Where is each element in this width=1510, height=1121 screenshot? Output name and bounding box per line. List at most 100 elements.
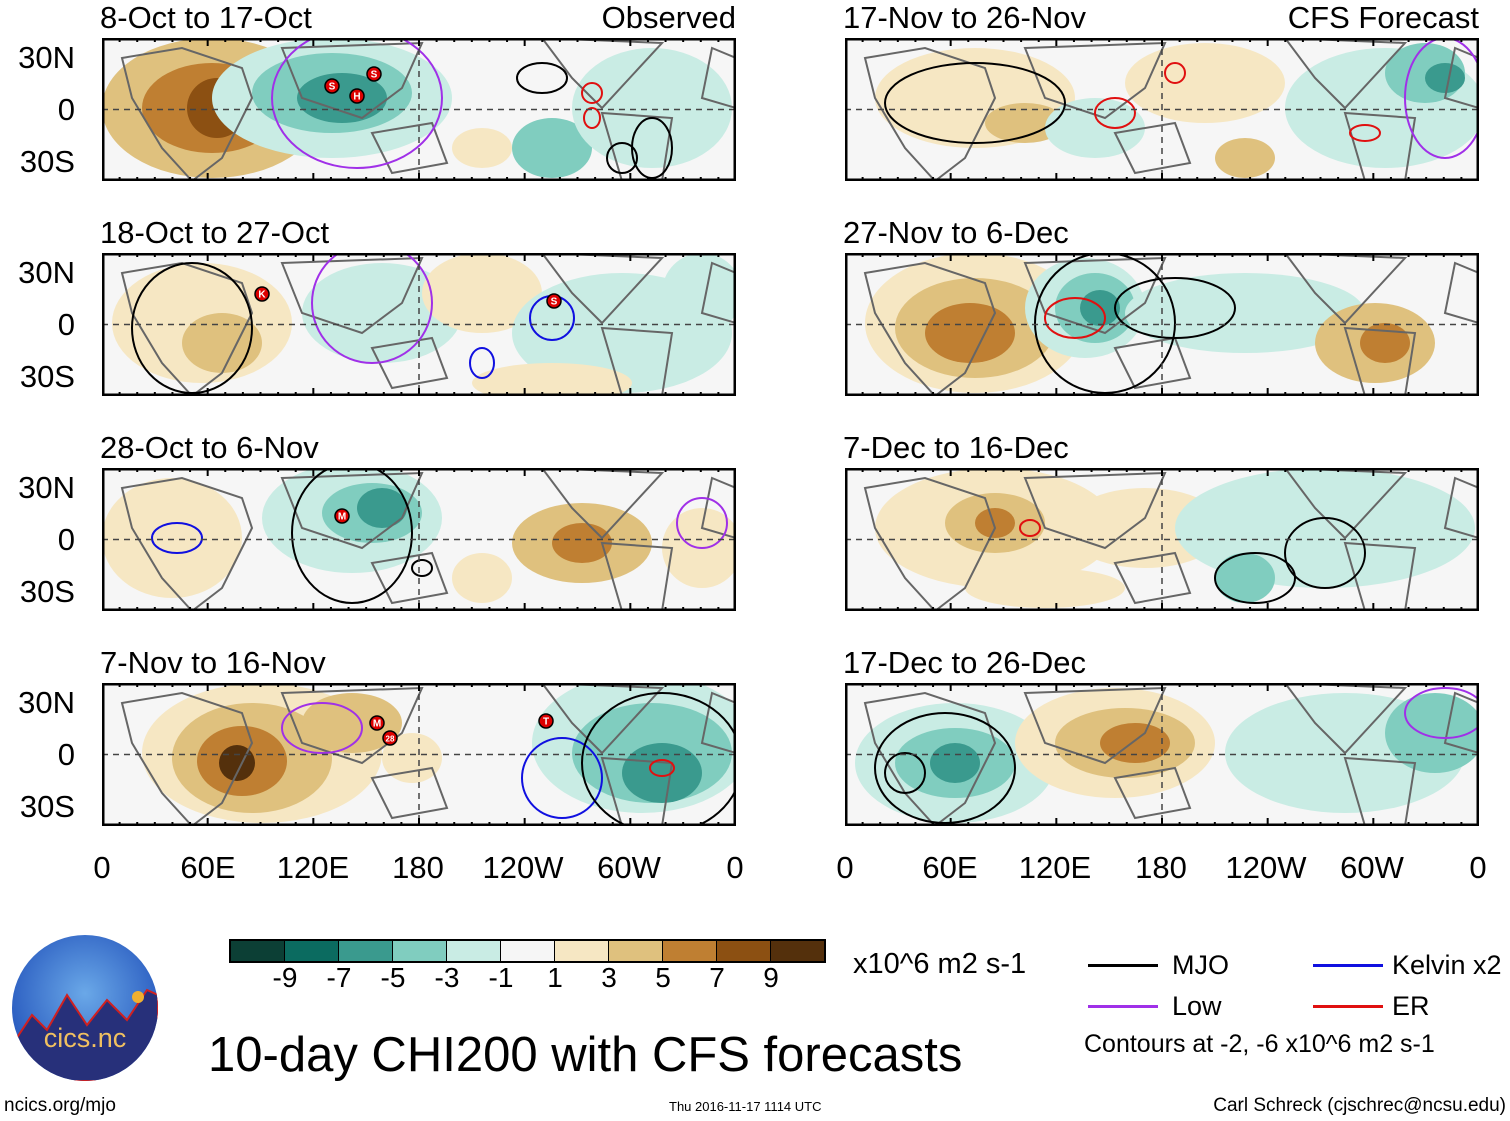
- storm-label: K: [258, 290, 266, 301]
- coastline: [1113, 121, 1192, 175]
- panel-source-label: CFS Forecast: [1287, 0, 1479, 35]
- lat-label: 30S: [19, 359, 75, 394]
- wave-contour: [516, 62, 568, 94]
- coastline: [863, 261, 997, 398]
- lon-label: 180: [1135, 850, 1187, 885]
- anomaly-shading: [422, 253, 542, 333]
- colorbar-label: -1: [488, 962, 514, 993]
- anomaly-shading: [472, 363, 632, 403]
- anomaly-shading: [302, 263, 462, 363]
- anomaly-shading: [622, 743, 702, 803]
- colorbar-label: 1: [547, 962, 563, 993]
- anomaly-shading: [452, 553, 512, 603]
- coastline: [863, 691, 997, 828]
- footer-link[interactable]: ncics.org/mjo: [4, 1095, 116, 1116]
- panel-title: 17-Nov to 26-Nov: [843, 0, 1086, 35]
- anomaly-shading: [182, 313, 262, 373]
- map-panel: M 28 T: [101, 673, 752, 834]
- panel-title: 28-Oct to 6-Nov: [100, 430, 319, 465]
- chi200-map: [844, 251, 1480, 398]
- anomaly-shading: [1045, 98, 1145, 158]
- coastline: [863, 476, 997, 613]
- coastline: [1282, 251, 1408, 325]
- anomaly-shading: [1385, 693, 1485, 773]
- colorbar-swatch: [501, 941, 555, 961]
- wave-contour: [1019, 519, 1041, 537]
- colorbar-swatch: [771, 941, 824, 961]
- coastline: [1023, 471, 1167, 550]
- chi200-map: M 28 T: [101, 673, 752, 834]
- legend-swatch-kelvin: [1313, 964, 1383, 967]
- anomaly-shading: [382, 733, 442, 783]
- anomaly-shading: [219, 745, 255, 781]
- colorbar-swatch: [717, 941, 771, 961]
- colorbar-swatch: [663, 941, 717, 961]
- colorbar-units: x10^6 m2 s-1: [853, 948, 1027, 980]
- legend-label: Low: [1172, 991, 1222, 1021]
- wave-contour: [884, 752, 926, 794]
- coastline: [370, 551, 449, 605]
- chi200-map: [844, 681, 1486, 828]
- tropical-cyclone-icon: H: [349, 88, 365, 104]
- lon-label: 60E: [180, 850, 236, 885]
- storm-label: S: [329, 82, 336, 93]
- anomaly-shading: [925, 303, 1015, 363]
- anomaly-shading: [1360, 323, 1410, 363]
- lon-label: 0: [1469, 850, 1487, 885]
- wave-contour: [676, 497, 728, 549]
- wave-contour: [581, 82, 603, 104]
- contour-note: Contours at -2, -6 x10^6 m2 s-1: [1084, 1030, 1435, 1058]
- chi200-map: M: [101, 462, 742, 613]
- panel-source-label: Observed: [601, 0, 736, 35]
- wave-contour: [583, 107, 601, 129]
- logo-mountains-icon: [12, 988, 158, 1081]
- wave-contour: [1094, 97, 1136, 129]
- map-panel: M: [101, 462, 742, 613]
- storm-label: 28: [386, 735, 395, 744]
- lon-label: 120E: [1018, 850, 1092, 885]
- lon-label: 120W: [482, 850, 564, 885]
- map-panel: [844, 251, 1480, 398]
- cics-logo: cics.nc: [12, 935, 158, 1081]
- storm-label: T: [543, 717, 549, 728]
- coastline: [370, 766, 449, 820]
- logo-text: cics.nc: [43, 1023, 127, 1053]
- legend-swatch-er: [1313, 1005, 1383, 1008]
- wave-contour: [469, 347, 495, 379]
- coastline: [280, 41, 424, 120]
- lon-label: 120W: [1225, 850, 1307, 885]
- anomaly-shading: [357, 488, 407, 528]
- coastline: [120, 691, 254, 828]
- anomaly-shading: [930, 743, 980, 783]
- lat-label: 30N: [18, 470, 75, 505]
- tropical-cyclone-icon: S: [546, 293, 562, 309]
- coastline: [280, 686, 424, 765]
- coastline: [539, 36, 665, 110]
- colorbar-label: 7: [709, 962, 725, 993]
- wave-contour: [411, 559, 433, 577]
- panel-title: 18-Oct to 27-Oct: [100, 215, 330, 250]
- tropical-cyclone-icon: T: [538, 713, 554, 729]
- wave-contour: [1349, 124, 1381, 142]
- figure-title: 10-day CHI200 with CFS forecasts: [208, 1028, 963, 1082]
- wave-contour: [131, 262, 253, 394]
- wave-contour: [1044, 297, 1106, 339]
- coastline: [1113, 766, 1192, 820]
- anomaly-shading: [297, 73, 387, 123]
- tropical-cyclone-icon: M: [369, 715, 385, 731]
- legend-swatch-low: [1088, 1005, 1158, 1008]
- colorbar-swatch: [231, 941, 285, 961]
- coastline: [120, 46, 254, 183]
- legend-label: Kelvin x2: [1392, 950, 1502, 980]
- coastline: [120, 261, 254, 398]
- map-panel: [844, 466, 1480, 613]
- storm-label: M: [338, 512, 346, 523]
- storm-label: H: [353, 92, 360, 103]
- colorbar-label: 3: [601, 962, 617, 993]
- anomaly-shading: [102, 478, 242, 598]
- colorbar-label: -5: [380, 962, 406, 993]
- coastline: [1113, 336, 1192, 390]
- lat-label: 0: [57, 737, 75, 772]
- wave-contour: [1164, 62, 1186, 84]
